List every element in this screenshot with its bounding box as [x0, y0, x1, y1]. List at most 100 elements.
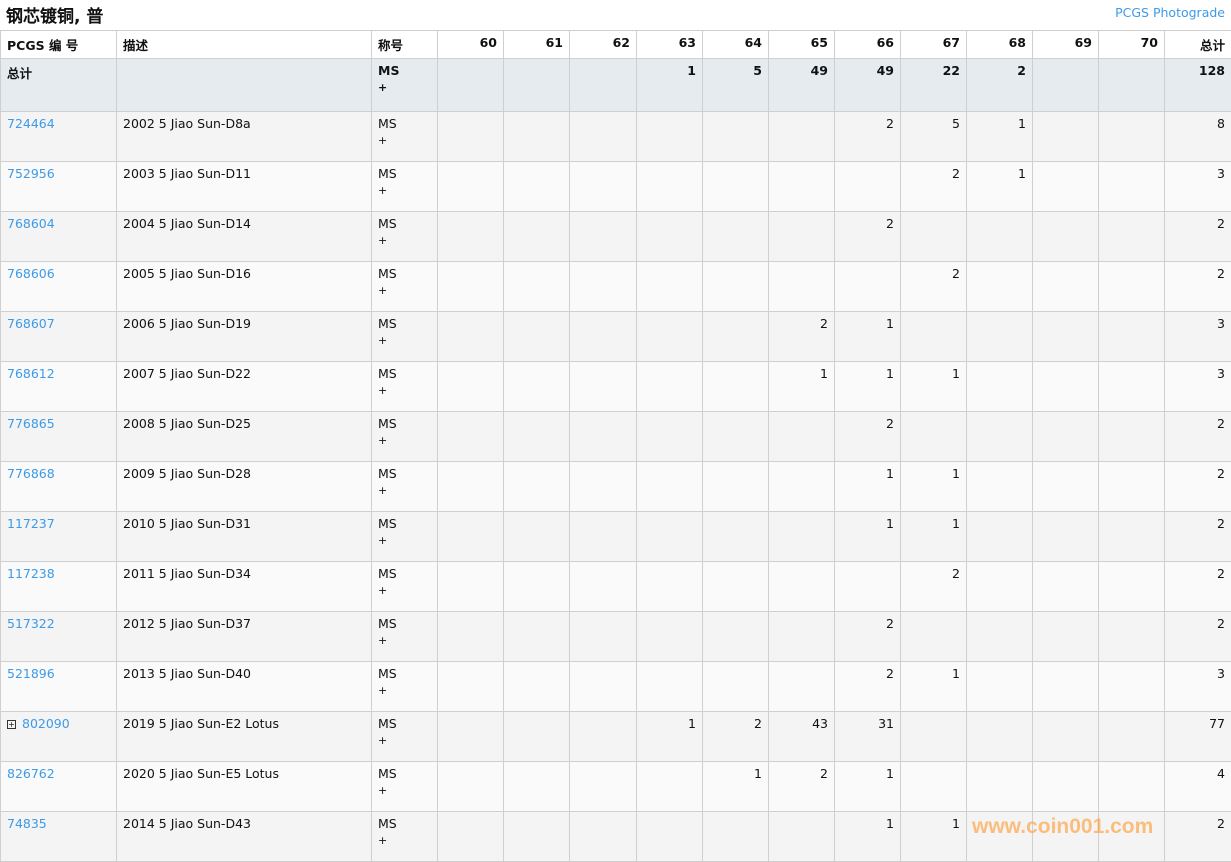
- pcgs-number-link[interactable]: 517322: [7, 616, 55, 631]
- grade-count: [637, 512, 703, 562]
- grade-count: [1033, 712, 1099, 762]
- designation-cell: MS+: [372, 362, 438, 412]
- designation-cell: MS+: [372, 312, 438, 362]
- pcgs-number-link[interactable]: 776865: [7, 416, 55, 431]
- header-grade-69: 69: [1033, 31, 1099, 59]
- totals-count: 49: [769, 59, 835, 112]
- grade-count: [1099, 662, 1165, 712]
- pcgs-number-link[interactable]: 752956: [7, 166, 55, 181]
- row-total: 2: [1165, 612, 1231, 662]
- plus-designation[interactable]: +: [378, 184, 431, 197]
- plus-designation[interactable]: +: [378, 534, 431, 547]
- grade-count: [570, 762, 637, 812]
- grade-count: [703, 312, 769, 362]
- plus-designation[interactable]: +: [378, 734, 431, 747]
- grade-count: [570, 512, 637, 562]
- grade-count: [504, 162, 570, 212]
- photograde-link[interactable]: PCGS Photograde: [1115, 5, 1225, 20]
- row-total: 2: [1165, 262, 1231, 312]
- plus-designation[interactable]: +: [378, 334, 431, 347]
- grade-count: [1099, 562, 1165, 612]
- plus-designation[interactable]: +: [378, 434, 431, 447]
- pcgs-number-link[interactable]: 74835: [7, 816, 47, 831]
- row-total: 3: [1165, 162, 1231, 212]
- grade-count: [438, 762, 504, 812]
- pcgs-number-link[interactable]: 768612: [7, 366, 55, 381]
- pcgs-number-link[interactable]: 117237: [7, 516, 55, 531]
- designation: MS: [378, 566, 397, 581]
- pcgs-cell: 768606: [1, 262, 117, 312]
- header-pcgs: PCGS 编 号: [1, 31, 117, 59]
- totals-desc: [117, 59, 372, 112]
- plus-designation[interactable]: +: [378, 234, 431, 247]
- totals-count: 22: [901, 59, 967, 112]
- grade-count: [504, 462, 570, 512]
- totals-count: 5: [703, 59, 769, 112]
- grade-count: [835, 262, 901, 312]
- grade-count: [504, 412, 570, 462]
- grade-count: [637, 462, 703, 512]
- row-total: 3: [1165, 362, 1231, 412]
- grade-count: 1: [967, 112, 1033, 162]
- grade-count: [901, 712, 967, 762]
- plus-designation[interactable]: +: [378, 284, 431, 297]
- row-total: 4: [1165, 762, 1231, 812]
- totals-designation: MS+: [372, 59, 438, 112]
- pcgs-number-link[interactable]: 768607: [7, 316, 55, 331]
- grade-count: [703, 562, 769, 612]
- pcgs-cell: 117238: [1, 562, 117, 612]
- header-grade-70: 70: [1099, 31, 1165, 59]
- description-cell: 2005 5 Jiao Sun-D16: [117, 262, 372, 312]
- plus-designation[interactable]: +: [378, 834, 431, 847]
- plus-designation[interactable]: +: [378, 484, 431, 497]
- description-cell: 2013 5 Jiao Sun-D40: [117, 662, 372, 712]
- grade-count: [570, 312, 637, 362]
- grade-count: [438, 662, 504, 712]
- plus-designation[interactable]: +: [378, 384, 431, 397]
- description-cell: 2020 5 Jiao Sun-E5 Lotus: [117, 762, 372, 812]
- row-total: 2: [1165, 462, 1231, 512]
- pcgs-number-link[interactable]: 117238: [7, 566, 55, 581]
- pcgs-number-link[interactable]: 521896: [7, 666, 55, 681]
- designation-cell: MS+: [372, 412, 438, 462]
- grade-count: [1033, 512, 1099, 562]
- grade-count: [967, 362, 1033, 412]
- grade-count: 2: [835, 212, 901, 262]
- grade-count: 2: [835, 112, 901, 162]
- plus-designation[interactable]: +: [378, 634, 431, 647]
- grade-count: [1033, 762, 1099, 812]
- pcgs-number-link[interactable]: 724464: [7, 116, 55, 131]
- totals-count: 49: [835, 59, 901, 112]
- grade-count: 1: [901, 812, 967, 862]
- plus-designation[interactable]: +: [378, 784, 431, 797]
- grade-count: [504, 312, 570, 362]
- expand-icon[interactable]: +: [7, 720, 16, 729]
- row-total: 3: [1165, 662, 1231, 712]
- grade-count: [967, 312, 1033, 362]
- designation-cell: MS+: [372, 112, 438, 162]
- plus-designation[interactable]: +: [378, 584, 431, 597]
- header-grade-68: 68: [967, 31, 1033, 59]
- grade-count: [1099, 712, 1165, 762]
- designation: MS: [378, 266, 397, 281]
- grade-count: [769, 412, 835, 462]
- totals-count: [438, 59, 504, 112]
- watermark: www.coin001.com: [972, 815, 1153, 839]
- pcgs-number-link[interactable]: 826762: [7, 766, 55, 781]
- plus-designation[interactable]: +: [378, 684, 431, 697]
- grade-count: [703, 462, 769, 512]
- pcgs-number-link[interactable]: 776868: [7, 466, 55, 481]
- grade-count: 2: [835, 612, 901, 662]
- plus-designation[interactable]: +: [378, 134, 431, 147]
- grade-count: 2: [835, 412, 901, 462]
- pcgs-number-link[interactable]: 802090: [22, 716, 70, 731]
- grade-count: [901, 312, 967, 362]
- row-total: 2: [1165, 512, 1231, 562]
- pcgs-number-link[interactable]: 768604: [7, 216, 55, 231]
- pcgs-number-link[interactable]: 768606: [7, 266, 55, 281]
